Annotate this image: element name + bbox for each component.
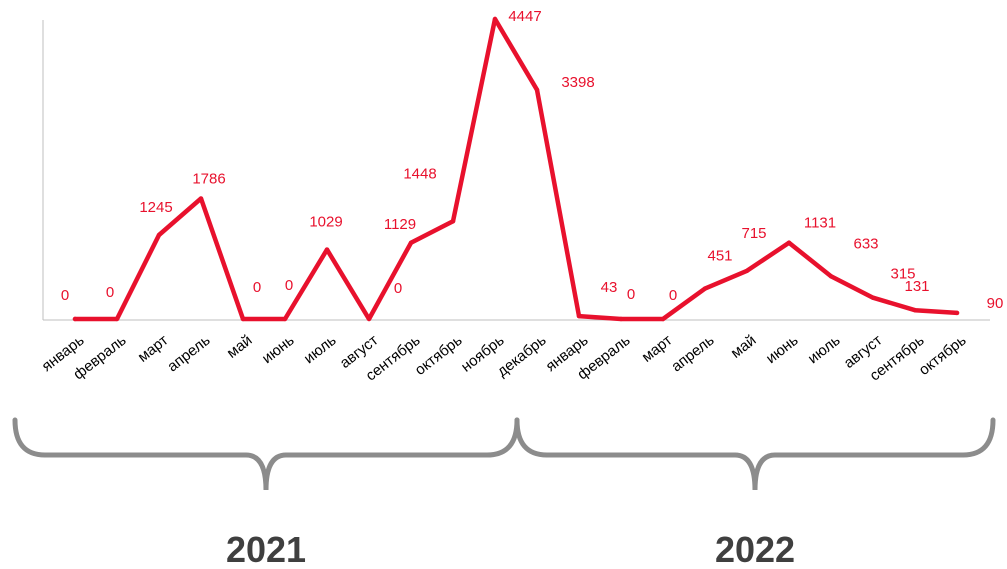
data-point: [912, 307, 918, 313]
data-label: 451: [707, 248, 732, 265]
x-tick-label: июль: [301, 332, 340, 368]
value-labels: 0 0 1245 1786 0 0 1029 0 1129 1448 4447 3398 43 0 0 451…: [61, 8, 1004, 312]
data-point: [324, 247, 330, 252]
data-point: [450, 219, 456, 224]
data-label: 1029: [309, 214, 342, 231]
data-label: 0: [106, 284, 114, 301]
data-label: 0: [253, 279, 261, 296]
data-label: 90: [987, 295, 1004, 312]
data-point: [366, 316, 372, 322]
data-label: 1448: [403, 165, 436, 182]
data-point: [156, 232, 162, 238]
data-point: [282, 316, 288, 322]
x-tick-label: май: [224, 332, 256, 362]
data-label: 0: [669, 287, 677, 304]
data-label: 715: [741, 225, 766, 242]
data-label: 43: [601, 279, 618, 296]
x-tick-label: апрель: [668, 332, 717, 376]
x-tick-label: июль: [805, 332, 844, 368]
year-braces: [12, 417, 996, 491]
x-tick-label: май: [728, 332, 760, 362]
data-point: [828, 274, 834, 279]
data-point: [702, 286, 708, 291]
year-brace: [12, 417, 520, 491]
data-label: 131: [904, 278, 929, 295]
data-label: 315: [890, 266, 915, 283]
data-point: [408, 240, 414, 246]
data-label: 4447: [508, 8, 541, 25]
data-label: 0: [394, 280, 402, 297]
x-tick-label: апрель: [164, 332, 213, 376]
x-tick-label: октябрь: [412, 332, 466, 379]
year-brace: [514, 417, 996, 491]
x-tick-label: июнь: [763, 332, 802, 368]
x-tick-label: июнь: [259, 332, 298, 368]
data-label: 633: [853, 235, 878, 252]
data-point: [72, 316, 78, 322]
data-point: [618, 316, 624, 322]
data-point: [576, 313, 582, 319]
data-point: [114, 316, 120, 322]
data-label: 0: [285, 277, 293, 294]
data-point: [240, 316, 246, 322]
year-label: 2022: [715, 529, 795, 569]
data-label: 1245: [139, 199, 172, 216]
data-point: [198, 196, 204, 201]
data-point: [492, 16, 498, 22]
data-label: 3398: [561, 74, 594, 91]
year-label: 2021: [226, 529, 306, 569]
year-labels: 2021 2022: [226, 529, 795, 569]
data-point: [786, 240, 792, 245]
data-point: [660, 316, 666, 322]
data-point: [870, 295, 876, 300]
data-point: [954, 310, 960, 316]
data-point: [744, 268, 750, 273]
x-tick-label: октябрь: [916, 332, 970, 379]
data-label: 0: [627, 286, 635, 303]
data-label: 1786: [192, 171, 225, 188]
series-line: [72, 16, 960, 322]
data-label: 1131: [804, 215, 836, 232]
data-label: 0: [61, 287, 69, 304]
data-point: [534, 87, 540, 92]
data-label: 1129: [384, 216, 416, 233]
